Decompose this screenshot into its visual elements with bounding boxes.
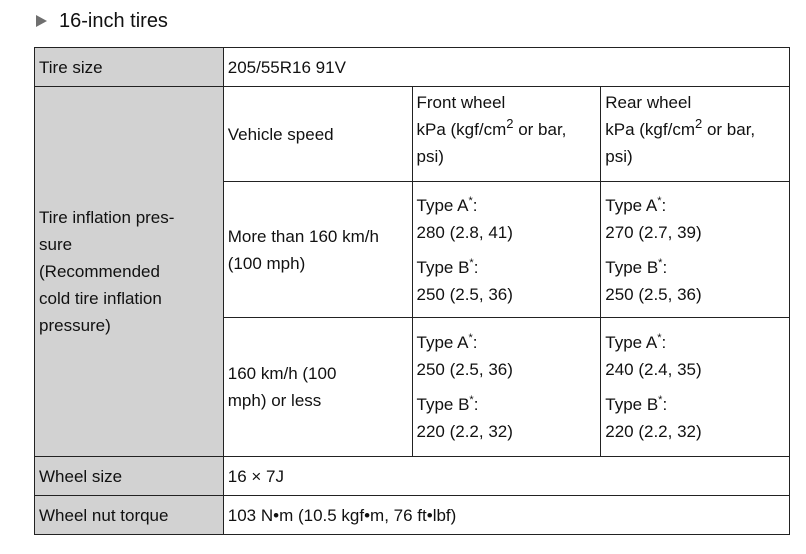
vehicle-speed-header: Vehicle speed [222, 86, 413, 182]
colon: : [662, 395, 668, 414]
front-unit-line-2: psi) [416, 147, 444, 166]
pressure-value: 280 (2.8, 41) [416, 222, 513, 242]
front-wheel-header: Front wheel kPa (kgf/cm2 or bar, psi) [411, 86, 602, 182]
pressure-entry: Type A*: 280 (2.8, 41) [417, 192, 601, 246]
footnote-mark: * [469, 256, 474, 269]
pressure-entry: Type A*: 250 (2.5, 36) [417, 329, 601, 383]
label-line: sure [39, 235, 73, 254]
footnote-mark: * [657, 194, 662, 207]
wheel-size-value: 16 × 7J [222, 456, 791, 496]
unit-superscript: 2 [695, 116, 703, 131]
tire-size-label: Tire size [34, 47, 224, 87]
front-pressure-cell: Type A*: 280 (2.8, 41) Type B*: 250 (2.5… [411, 181, 602, 318]
pressure-value: 240 (2.4, 35) [605, 360, 702, 379]
pressure-value: 270 (2.7, 39) [605, 222, 702, 242]
pressure-entry: Type B*: 220 (2.2, 32) [417, 391, 601, 445]
unit-prefix: kPa (kgf/cm [416, 120, 507, 139]
pressure-entry: Type B*: 250 (2.5, 36) [605, 254, 789, 308]
pressure-entry: Type A*: 240 (2.4, 35) [605, 329, 789, 383]
unit-superscript: 2 [506, 116, 514, 131]
speed-line: mph) or less [227, 391, 322, 410]
colon: : [472, 195, 478, 215]
tire-size-value: 205/55R16 91V [222, 47, 791, 87]
pressure-value: 250 (2.5, 36) [416, 284, 513, 304]
table-row: Tire inflation pres- sure (Recommended c… [34, 86, 790, 457]
type-label: Type A [605, 195, 658, 215]
pressure-value: 250 (2.5, 36) [605, 284, 702, 304]
table-row: Wheel size 16 × 7J [34, 456, 791, 496]
pressure-value: 250 (2.5, 36) [416, 360, 513, 379]
footnote-mark: * [658, 256, 663, 269]
wheel-nut-torque-value: 103 N•m (10.5 kgf•m, 76 ft•lbf) [222, 495, 791, 535]
label-line: pressure) [39, 316, 111, 335]
rear-pressure-cell: Type A*: 270 (2.7, 39) Type B*: 250 (2.5… [600, 181, 790, 318]
pressure-entry: Type B*: 220 (2.2, 32) [605, 391, 789, 445]
unit-suffix: or bar, [513, 120, 567, 139]
section-heading: 16-inch tires [36, 9, 168, 33]
label-line: Tire inflation pres- [39, 208, 175, 227]
tire-spec-table: Tire size 205/55R16 91V Tire inflation p… [34, 47, 791, 535]
colon: : [662, 257, 668, 277]
speed-line: 160 km/h (100 [227, 364, 337, 383]
front-wheel-title: Front wheel [416, 93, 506, 112]
speed-line: More than 160 km/h [227, 226, 379, 246]
type-label: Type A [416, 195, 469, 215]
rear-wheel-title: Rear wheel [605, 93, 692, 112]
unit-suffix: or bar, [702, 120, 756, 139]
wheel-size-label: Wheel size [34, 456, 224, 496]
footnote-mark: * [468, 194, 473, 207]
pressure-value: 220 (2.2, 32) [605, 422, 702, 441]
label-line: (Recommended [39, 262, 160, 281]
footnote-mark: * [658, 394, 663, 406]
type-label: Type B [416, 395, 470, 414]
label-line: cold tire inflation [39, 289, 162, 308]
wheel-nut-torque-label: Wheel nut torque [34, 495, 224, 535]
type-label: Type A [605, 333, 658, 352]
type-label: Type B [605, 257, 659, 277]
unit-prefix: kPa (kgf/cm [605, 120, 695, 139]
pressure-entry: Type B*: 250 (2.5, 36) [417, 254, 601, 308]
type-label: Type B [605, 395, 659, 414]
rear-wheel-header: Rear wheel kPa (kgf/cm2 or bar, psi) [600, 86, 790, 182]
colon: : [661, 195, 667, 215]
table-row: Tire size 205/55R16 91V [34, 47, 791, 87]
table-row: More than 160 km/h (100 mph) Type A*: 28… [35, 181, 790, 318]
speed-cell: 160 km/h (100 mph) or less [222, 317, 413, 457]
rear-unit-line: kPa (kgf/cm2 or bar, [605, 116, 789, 143]
table-row: 160 km/h (100 mph) or less Type A*: 250 … [35, 317, 790, 457]
speed-line: (100 mph) [227, 253, 306, 273]
pressure-value: 220 (2.2, 32) [416, 422, 513, 441]
rear-pressure-cell: Type A*: 240 (2.4, 35) Type B*: 220 (2.2… [600, 317, 790, 457]
type-label: Type B [416, 257, 470, 277]
colon: : [661, 333, 667, 352]
tire-pressure-label: Tire inflation pres- sure (Recommended c… [34, 86, 224, 457]
pressure-entry: Type A*: 270 (2.7, 39) [605, 192, 789, 246]
type-label: Type A [416, 333, 469, 352]
front-pressure-cell: Type A*: 250 (2.5, 36) Type B*: 220 (2.2… [411, 317, 602, 457]
section-title: 16-inch tires [59, 10, 168, 32]
speed-cell: More than 160 km/h (100 mph) [222, 181, 413, 318]
footnote-mark: * [657, 332, 662, 344]
footnote-mark: * [468, 332, 473, 344]
colon: : [473, 257, 479, 277]
footnote-mark: * [469, 394, 474, 406]
triangle-right-icon [36, 15, 47, 27]
rear-unit-line-2: psi) [605, 147, 633, 166]
front-unit-line: kPa (kgf/cm2 or bar, [417, 116, 601, 143]
colon: : [473, 395, 479, 414]
table-row: Wheel nut torque 103 N•m (10.5 kgf•m, 76… [34, 495, 791, 535]
colon: : [472, 333, 478, 352]
